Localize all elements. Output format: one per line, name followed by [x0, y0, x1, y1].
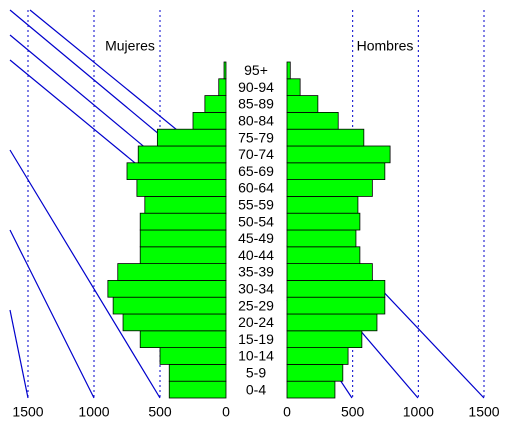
x-tick-label: 1500 — [468, 404, 499, 420]
bar — [286, 212, 361, 231]
bar — [144, 195, 227, 214]
category-label: 80-84 — [238, 113, 274, 129]
bar — [286, 145, 391, 164]
bar — [286, 296, 386, 315]
bar — [286, 112, 339, 130]
category-label: 30-34 — [238, 281, 274, 297]
bar — [204, 95, 227, 113]
category-label: 15-19 — [238, 331, 274, 347]
bar — [286, 279, 386, 298]
x-tick-label: 0 — [283, 404, 291, 420]
bar — [286, 179, 373, 197]
bar — [286, 330, 363, 348]
category-label: 70-74 — [238, 146, 274, 162]
category-label: 40-44 — [238, 247, 274, 263]
legend-label: Hombres — [357, 38, 414, 54]
category-label: 0-4 — [246, 381, 266, 397]
bar — [159, 347, 227, 365]
bar — [156, 128, 227, 147]
bar — [286, 61, 291, 80]
bar — [286, 380, 336, 399]
bar — [107, 279, 227, 298]
bar — [192, 112, 227, 130]
legend-label: Mujeres — [105, 38, 155, 54]
category-label: 50-54 — [238, 213, 274, 229]
x-tick-label: 1000 — [78, 404, 109, 420]
bar — [286, 78, 301, 97]
bar — [286, 363, 344, 382]
category-label: 20-24 — [238, 314, 274, 330]
category-label: 90-94 — [238, 79, 274, 95]
bar — [139, 246, 227, 265]
bar — [126, 162, 227, 181]
x-tick-label: 1500 — [12, 404, 43, 420]
bar — [286, 95, 319, 113]
bar — [168, 380, 227, 399]
bar — [137, 145, 227, 164]
bar — [286, 229, 357, 248]
x-tick-label: 0 — [222, 404, 230, 420]
bar — [286, 263, 373, 281]
bar — [286, 246, 361, 265]
x-tick-label: 500 — [341, 404, 365, 420]
bar — [112, 296, 227, 315]
bar — [139, 229, 227, 248]
category-label: 85-89 — [238, 96, 274, 112]
bar — [122, 313, 227, 332]
category-label: 55-59 — [238, 197, 274, 213]
bar — [286, 313, 378, 332]
bar — [286, 128, 365, 147]
x-tick-label: 500 — [148, 404, 172, 420]
bar — [168, 363, 227, 382]
bar — [218, 78, 227, 97]
category-label: 45-49 — [238, 230, 274, 246]
bar — [286, 347, 349, 365]
bar — [139, 330, 227, 348]
bar — [223, 61, 227, 80]
bar — [117, 263, 227, 281]
category-label: 75-79 — [238, 129, 274, 145]
bar — [286, 195, 359, 214]
bar — [136, 179, 227, 197]
category-label: 10-14 — [238, 348, 274, 364]
category-label: 5-9 — [246, 365, 266, 381]
category-label: 35-39 — [238, 264, 274, 280]
category-label: 95+ — [244, 62, 268, 78]
bar — [139, 212, 227, 231]
category-label: 60-64 — [238, 180, 274, 196]
category-label: 25-29 — [238, 297, 274, 313]
bar — [286, 162, 386, 181]
category-label: 65-69 — [238, 163, 274, 179]
x-tick-label: 1000 — [403, 404, 434, 420]
